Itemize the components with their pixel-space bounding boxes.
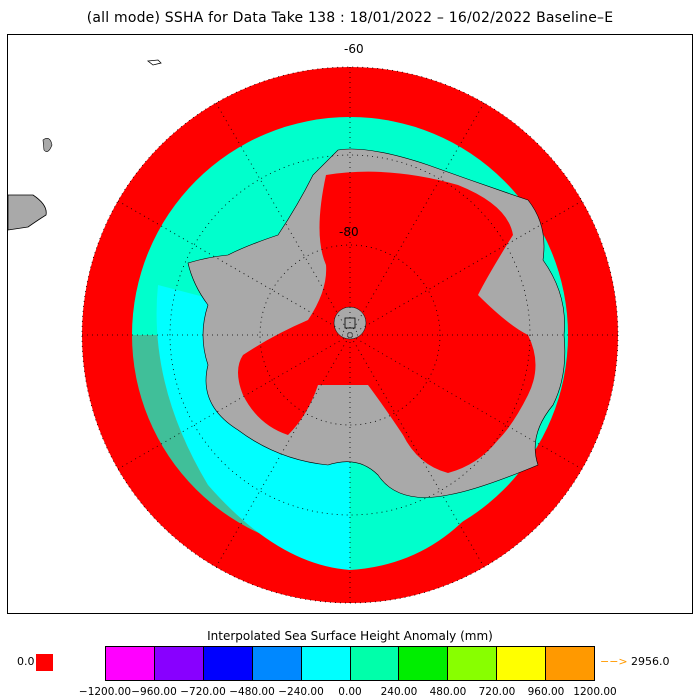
colorbar-swatch — [350, 647, 400, 680]
colorbar-tick-label: 480.00 — [429, 686, 467, 698]
south-georgia — [146, 59, 162, 66]
lat-label-60: -60 — [344, 42, 364, 56]
falkland-islands — [42, 138, 53, 152]
ice-sheet-anomaly — [238, 171, 536, 473]
colorbar-tick-label: 720.00 — [478, 686, 516, 698]
colorbar-tick-label: −480.00 — [229, 686, 275, 698]
colorbar-tick-label: −960.00 — [131, 686, 177, 698]
map-title: (all mode) SSHA for Data Take 138 : 18/0… — [86, 10, 614, 26]
colorbar-swatch — [106, 647, 155, 680]
polar-map-canvas: -60 -80 — [8, 42, 619, 604]
colorbar-tick-label: 0.00 — [338, 686, 362, 698]
overflow-arrow-icon: −−> — [600, 655, 628, 668]
colorbar-tick-label: 1200.00 — [573, 686, 617, 698]
overflow-value-label: 2956.0 — [631, 655, 670, 668]
colorbar-swatch — [252, 647, 302, 680]
polar-map: -60 -80 — [7, 34, 693, 614]
colorbar-tick-label: 240.00 — [380, 686, 418, 698]
colorbar-swatch — [203, 647, 253, 680]
colorbar-swatch — [546, 647, 595, 680]
colorbar-tick-label: −720.00 — [180, 686, 226, 698]
colorbar-swatch — [301, 647, 351, 680]
colorbar-tick-labels: −1200.00 −960.00 −720.00 −480.00 −240.00… — [0, 686, 700, 700]
colorbar-tick-label: 960.00 — [527, 686, 565, 698]
graticule — [81, 66, 619, 604]
colorbar-title: Interpolated Sea Surface Height Anomaly … — [207, 629, 493, 643]
colorbar — [105, 646, 595, 681]
colorbar-tick-label: −240.00 — [278, 686, 324, 698]
colorbar-swatch — [399, 647, 449, 680]
zero-value-swatch — [36, 654, 53, 671]
south-america-land — [8, 194, 47, 231]
colorbar-swatch — [448, 647, 498, 680]
zero-value-label: 0.0 — [17, 655, 35, 668]
colorbar-swatch — [154, 647, 204, 680]
lat-label-80: -80 — [339, 225, 359, 239]
colorbar-swatch — [497, 647, 547, 680]
colorbar-tick-label: −1200.00 — [78, 686, 132, 698]
